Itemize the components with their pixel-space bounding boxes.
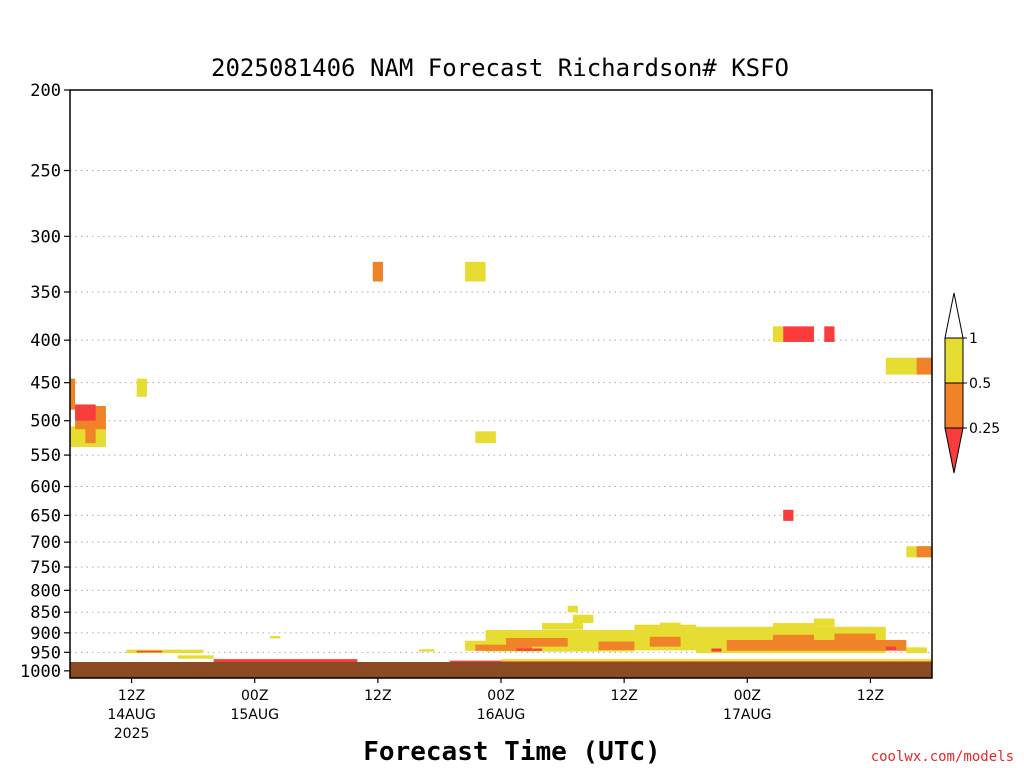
ri-region-red <box>75 404 96 421</box>
ri-region-yellow <box>906 647 927 654</box>
ri-region-yellow <box>567 605 578 613</box>
legend-swatch <box>944 337 964 384</box>
ri-region-orange <box>834 633 876 640</box>
x-tick-label: 12Z <box>364 688 391 704</box>
ri-region-orange <box>85 426 96 444</box>
y-tick-label: 350 <box>30 283 61 303</box>
credit-text: coolwx.com/models <box>871 749 1014 765</box>
ri-region-orange <box>598 641 655 651</box>
legend: 1 0.5 0.25 <box>944 292 1000 474</box>
ri-region-orange <box>916 357 932 375</box>
x-tick-label: 00Z <box>487 688 514 704</box>
x-axis-label: Forecast Time (UTC) <box>363 737 660 767</box>
ri-region-yellow <box>542 623 584 630</box>
y-tick-label: 950 <box>30 643 61 663</box>
ri-region-yellow <box>572 614 594 624</box>
y-tick-label: 500 <box>30 412 61 432</box>
legend-swatch <box>944 427 964 474</box>
ri-region-red <box>711 648 722 652</box>
y-tick-label: 850 <box>30 603 61 623</box>
x-tick-year: 2025 <box>114 726 150 742</box>
y-axis: 200 250 300 350 400 450 500 550 600 650 700 750 8008… <box>20 81 70 682</box>
y-tick-label: 200 <box>30 81 61 101</box>
x-tick-label: 12Z <box>857 688 884 704</box>
ri-region-yellow <box>475 431 496 444</box>
ri-region-red <box>783 326 814 342</box>
ri-region-yellow <box>465 261 486 282</box>
ri-region-orange <box>916 546 932 558</box>
ri-region-red <box>213 659 358 665</box>
ri-region-orange <box>772 634 814 641</box>
x-tick-label: 00Z <box>241 688 268 704</box>
y-tick-label: 650 <box>30 506 61 526</box>
y-tick-label: 600 <box>30 477 61 497</box>
x-tick-label: 12Z <box>118 688 145 704</box>
ri-region-orange <box>475 644 532 651</box>
x-tick-date: 16AUG <box>477 707 526 723</box>
ri-region-yellow <box>813 618 835 627</box>
legend-label: 0.5 <box>969 376 991 392</box>
y-tick-label: 300 <box>30 227 61 247</box>
richardson-field <box>70 261 932 671</box>
legend-swatch <box>944 382 964 429</box>
y-tick-label: 750 <box>30 558 61 578</box>
ri-region-red <box>885 646 897 651</box>
legend-label: 0.25 <box>969 421 1000 437</box>
y-tick-label: 1000 <box>20 662 61 682</box>
ri-region-yellow <box>177 655 214 659</box>
ri-region-orange <box>70 378 76 410</box>
y-tick-label: 400 <box>30 331 61 351</box>
x-tick-date: 17AUG <box>723 707 772 723</box>
gridlines <box>70 170 932 672</box>
x-tick-date: 15AUG <box>230 707 279 723</box>
plot-frame <box>69 89 933 679</box>
ri-region-orange <box>372 261 383 282</box>
ri-region-red <box>824 326 835 342</box>
chart-title: 2025081406 NAM Forecast Richardson# KSFO <box>211 54 789 82</box>
legend-swatch <box>944 292 964 339</box>
y-tick-label: 450 <box>30 374 61 394</box>
ri-region-yellow <box>772 623 814 628</box>
ri-region-yellow <box>126 649 204 654</box>
ri-region-orange <box>649 636 681 647</box>
ri-region-orange <box>726 639 907 651</box>
x-axis: 12Z 14AUG 2025 00Z 15AUG 12Z 00Z 16AUG 12Z 00Z 17A… <box>107 678 884 742</box>
x-tick-label: 12Z <box>610 688 637 704</box>
y-tick-label: 800 <box>30 581 61 601</box>
ri-region-red <box>136 650 163 653</box>
ri-region-yellow <box>660 622 681 633</box>
y-tick-label: 900 <box>30 624 61 644</box>
legend-label: 1 <box>969 331 978 347</box>
ri-region-yellow <box>418 649 435 652</box>
ground-surface <box>70 662 932 678</box>
ri-region-red <box>783 509 794 521</box>
ri-region-red <box>516 648 543 651</box>
x-tick-date: 14AUG <box>107 707 156 723</box>
ri-region-yellow <box>772 326 784 342</box>
ri-region-yellow <box>270 636 281 639</box>
x-tick-label: 00Z <box>734 688 761 704</box>
ri-region-orange <box>506 638 568 647</box>
y-tick-label: 250 <box>30 162 61 182</box>
ri-region-yellow <box>136 378 147 397</box>
y-tick-label: 550 <box>30 446 61 466</box>
ri-region-yellow <box>501 659 932 662</box>
y-tick-label: 700 <box>30 533 61 553</box>
